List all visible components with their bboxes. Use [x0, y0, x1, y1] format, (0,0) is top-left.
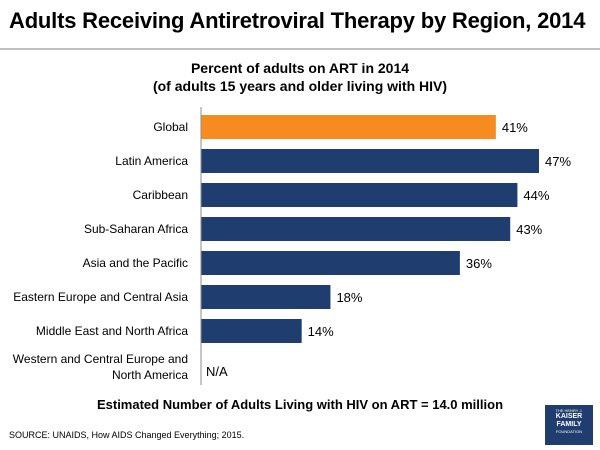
page-title: Adults Receiving Antiretroviral Therapy … — [9, 8, 586, 33]
source-note: SOURCE: UNAIDS, How AIDS Changed Everyth… — [9, 430, 245, 440]
data-label: 14% — [308, 324, 334, 339]
category-label: Eastern Europe and Central Asia — [13, 290, 188, 304]
data-label: N/A — [206, 364, 228, 379]
category-label: Middle East and North Africa — [36, 324, 188, 338]
bar — [201, 251, 460, 275]
logo-line-2: KAISER — [555, 413, 583, 420]
data-label: 43% — [516, 222, 542, 237]
category-label: Global — [153, 120, 188, 134]
chart-subtitle: (of adults 15 years and older living wit… — [152, 78, 448, 94]
logo-line-3: FAMILY — [556, 421, 582, 428]
bar — [201, 115, 496, 139]
bar — [201, 319, 302, 343]
category-label: Western and Central Europe and North Amer… — [13, 352, 189, 382]
category-label: Asia and the Pacific — [83, 256, 188, 270]
bar-chart: Global 41% Latin America 47% Caribbean 44% Sub… — [13, 107, 571, 385]
kff-logo: THE HENRY J. KAISER FAMILY FOUNDATION — [545, 405, 593, 445]
logo-line-4: FOUNDATION — [555, 429, 583, 434]
bar — [201, 217, 511, 241]
data-label: 41% — [502, 120, 528, 135]
category-label: Sub-Saharan Africa — [84, 222, 188, 236]
data-label: 36% — [466, 256, 492, 271]
logo-line-1: THE HENRY J. — [555, 408, 583, 413]
data-label: 18% — [336, 290, 362, 305]
bar — [201, 149, 539, 173]
data-label: 44% — [523, 188, 549, 203]
category-label: Latin America — [115, 154, 188, 168]
category-label: Caribbean — [133, 188, 188, 202]
bar — [201, 183, 518, 207]
data-label: 47% — [545, 154, 571, 169]
bar — [201, 285, 331, 309]
footnote: Estimated Number of Adults Living with H… — [96, 397, 504, 412]
chart-title: Percent of adults on ART in 2014 — [190, 60, 410, 76]
title-divider — [0, 48, 600, 50]
